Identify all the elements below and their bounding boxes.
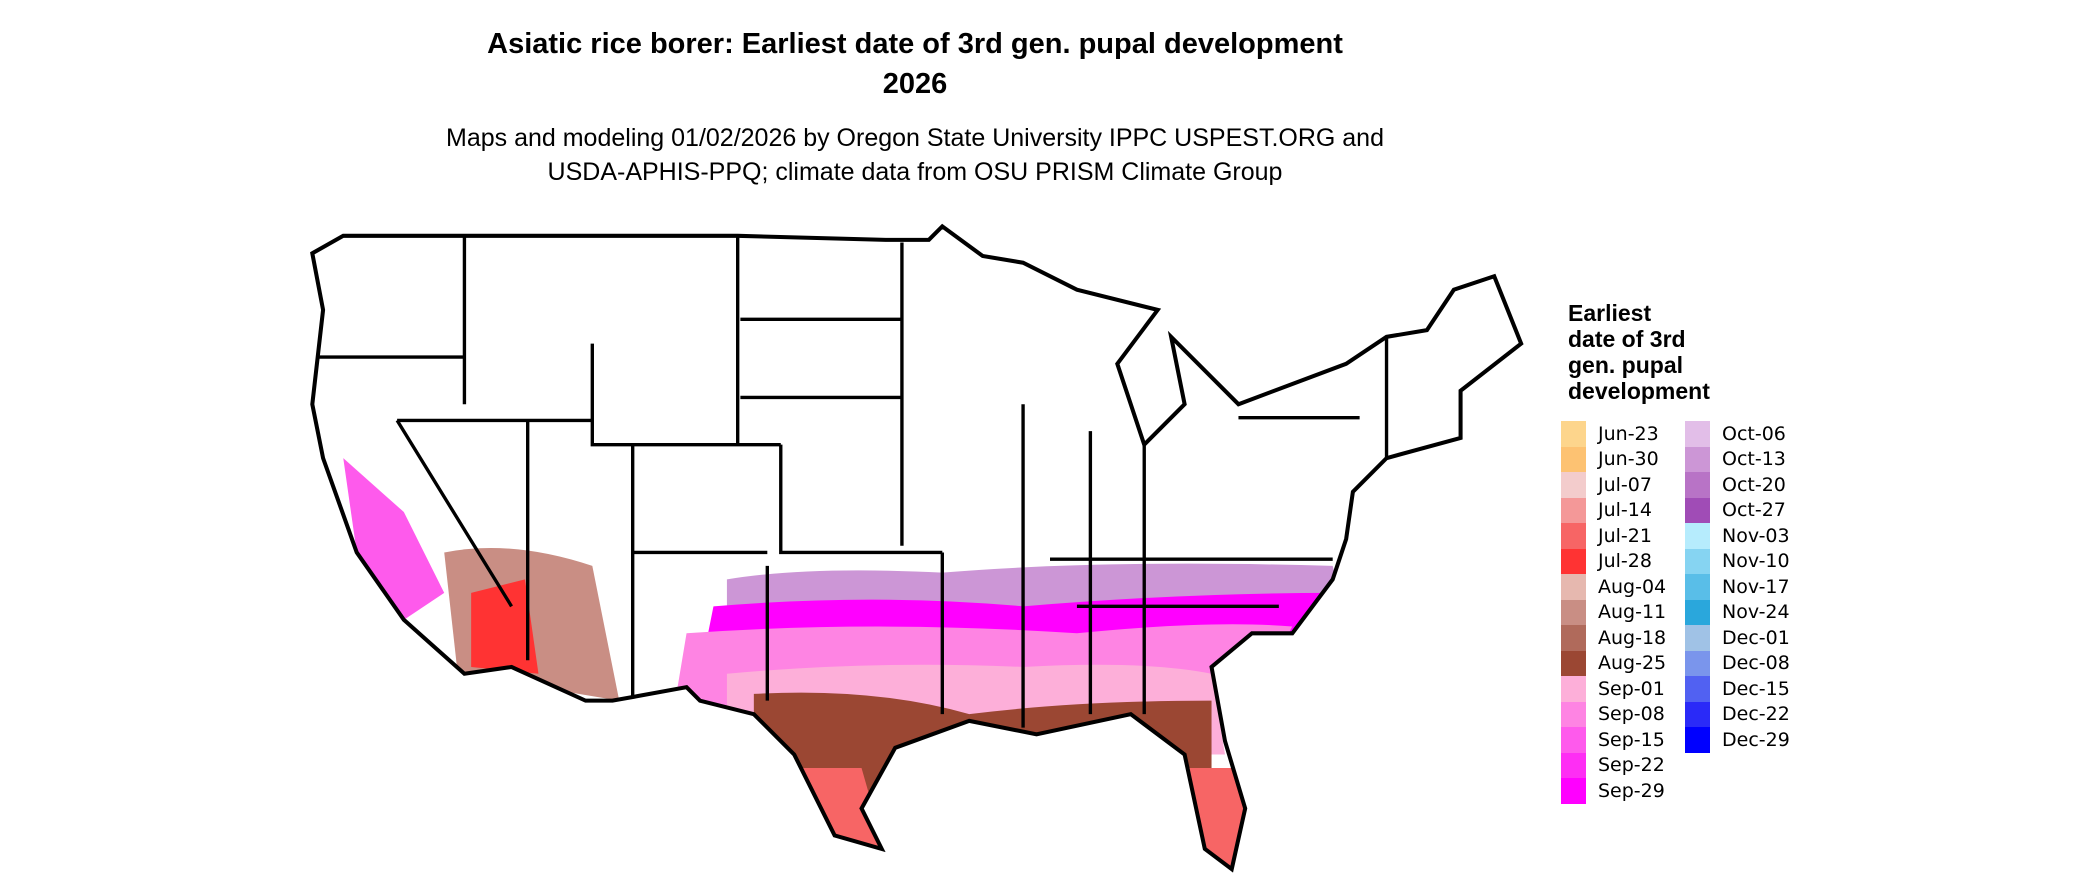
legend-item: Aug-11	[1561, 599, 1667, 625]
legend-label: Sep-29	[1598, 779, 1665, 802]
legend-item: Jul-14	[1561, 497, 1666, 523]
legend-swatch	[1685, 497, 1710, 523]
legend-label: Oct-06	[1722, 422, 1786, 445]
legend-swatch	[1685, 701, 1710, 727]
legend-swatch	[1685, 676, 1710, 702]
legend-title: Earliest date of 3rd gen. pupal developm…	[1568, 300, 1788, 404]
legend-item: Nov-24	[1685, 599, 1790, 625]
legend-swatch	[1561, 472, 1586, 498]
legend-item: Dec-08	[1685, 650, 1790, 676]
legend-swatch	[1685, 548, 1710, 574]
legend-item: Dec-29	[1685, 727, 1790, 753]
legend-label: Jun-30	[1598, 448, 1659, 471]
map-subtitle-line1: Maps and modeling 01/02/2026 by Oregon S…	[446, 124, 1384, 152]
legend-swatch	[1685, 421, 1710, 447]
legend-label: Dec-01	[1722, 626, 1790, 649]
legend-label: Oct-20	[1722, 473, 1786, 496]
legend-label: Nov-24	[1722, 601, 1790, 624]
legend-swatch	[1561, 727, 1586, 753]
legend-swatch	[1561, 650, 1586, 676]
legend-column: Oct-06 Oct-13 Oct-20 Oct-27 Nov-03 Nov-10 Nov-…	[1685, 421, 1790, 753]
legend-swatch	[1561, 421, 1586, 447]
legend-label: Jul-21	[1598, 524, 1652, 547]
legend-swatch	[1685, 574, 1710, 600]
us-outline	[312, 226, 1521, 869]
legend-swatch	[1685, 625, 1710, 651]
legend-item: Dec-15	[1685, 676, 1790, 702]
legend-label: Sep-22	[1598, 754, 1665, 777]
legend-item: Sep-08	[1561, 701, 1666, 727]
legend-item: Aug-25	[1561, 650, 1667, 676]
legend-title-line: development	[1568, 378, 1710, 404]
legend-item: Jul-07	[1561, 472, 1666, 498]
legend-label: Jun-23	[1598, 422, 1659, 445]
legend-swatch	[1685, 599, 1710, 625]
legend-column: Jun-23 Jun-30 Jul-07 Jul-14 Jul-21 Jul-28 Aug-…	[1561, 421, 1666, 804]
legend-swatch	[1561, 752, 1586, 778]
legend-item: Sep-15	[1561, 727, 1666, 753]
legend-label: Sep-08	[1598, 703, 1665, 726]
legend-label: Nov-03	[1722, 524, 1790, 547]
legend-label: Aug-25	[1598, 652, 1667, 675]
legend-swatch	[1685, 650, 1710, 676]
legend-item: Oct-06	[1685, 421, 1790, 447]
legend-swatch	[1685, 727, 1710, 753]
legend-item: Nov-17	[1685, 574, 1790, 600]
legend-item: Dec-01	[1685, 625, 1790, 651]
legend-swatch	[1561, 676, 1586, 702]
legend-label: Nov-10	[1722, 550, 1790, 573]
legend-swatch	[1561, 574, 1586, 600]
legend-label: Jul-14	[1598, 499, 1652, 522]
legend-swatch	[1561, 778, 1586, 804]
legend-swatch	[1685, 523, 1710, 549]
legend-label: Aug-18	[1598, 626, 1667, 649]
legend-label: Jul-07	[1598, 473, 1652, 496]
legend-label: Jul-28	[1598, 550, 1652, 573]
legend-swatch	[1561, 497, 1586, 523]
legend-swatch	[1561, 599, 1586, 625]
legend-swatch	[1561, 701, 1586, 727]
legend-label: Nov-17	[1722, 575, 1790, 598]
legend-swatch	[1561, 625, 1586, 651]
legend-title-line: gen. pupal	[1568, 352, 1683, 378]
legend-item: Sep-01	[1561, 676, 1666, 702]
legend-label: Oct-13	[1722, 448, 1786, 471]
map-subtitle-line2: USDA-APHIS-PPQ; climate data from OSU PR…	[547, 158, 1283, 186]
legend-swatch	[1685, 446, 1710, 472]
legend-label: Dec-29	[1722, 728, 1790, 751]
legend-item: Nov-03	[1685, 523, 1790, 549]
map-title-year: 2026	[882, 68, 948, 100]
legend-item: Dec-22	[1685, 701, 1790, 727]
legend-title-line: Earliest	[1568, 300, 1652, 326]
state-borders	[312, 235, 1389, 728]
legend-item: Jun-30	[1561, 446, 1666, 472]
legend-label: Sep-01	[1598, 677, 1665, 700]
legend-label: Dec-08	[1722, 652, 1790, 675]
legend-swatch	[1561, 446, 1586, 472]
legend-item: Jun-23	[1561, 421, 1666, 447]
legend-item: Oct-27	[1685, 497, 1790, 523]
legend-item: Aug-18	[1561, 625, 1666, 651]
map-title: Asiatic rice borer: Earliest date of 3rd…	[487, 28, 1343, 60]
legend-swatch	[1685, 472, 1710, 498]
legend-item: Sep-29	[1561, 778, 1666, 804]
legend-title-line: date of 3rd	[1568, 326, 1686, 352]
legend-item: Sep-22	[1561, 752, 1666, 778]
legend-item: Jul-28	[1561, 548, 1666, 574]
legend-item: Oct-13	[1685, 446, 1790, 472]
legend-swatch	[1561, 548, 1586, 574]
legend-label: Oct-27	[1722, 499, 1786, 522]
legend-item: Jul-21	[1561, 523, 1666, 549]
legend-label: Aug-11	[1598, 601, 1667, 624]
legend-label: Aug-04	[1598, 575, 1667, 598]
legend-item: Oct-20	[1685, 472, 1790, 498]
legend-swatch	[1561, 523, 1586, 549]
legend-label: Dec-15	[1722, 677, 1790, 700]
legend-item: Nov-10	[1685, 548, 1790, 574]
legend-item: Aug-04	[1561, 574, 1666, 600]
legend-label: Dec-22	[1722, 703, 1790, 726]
legend-label: Sep-15	[1598, 728, 1665, 751]
